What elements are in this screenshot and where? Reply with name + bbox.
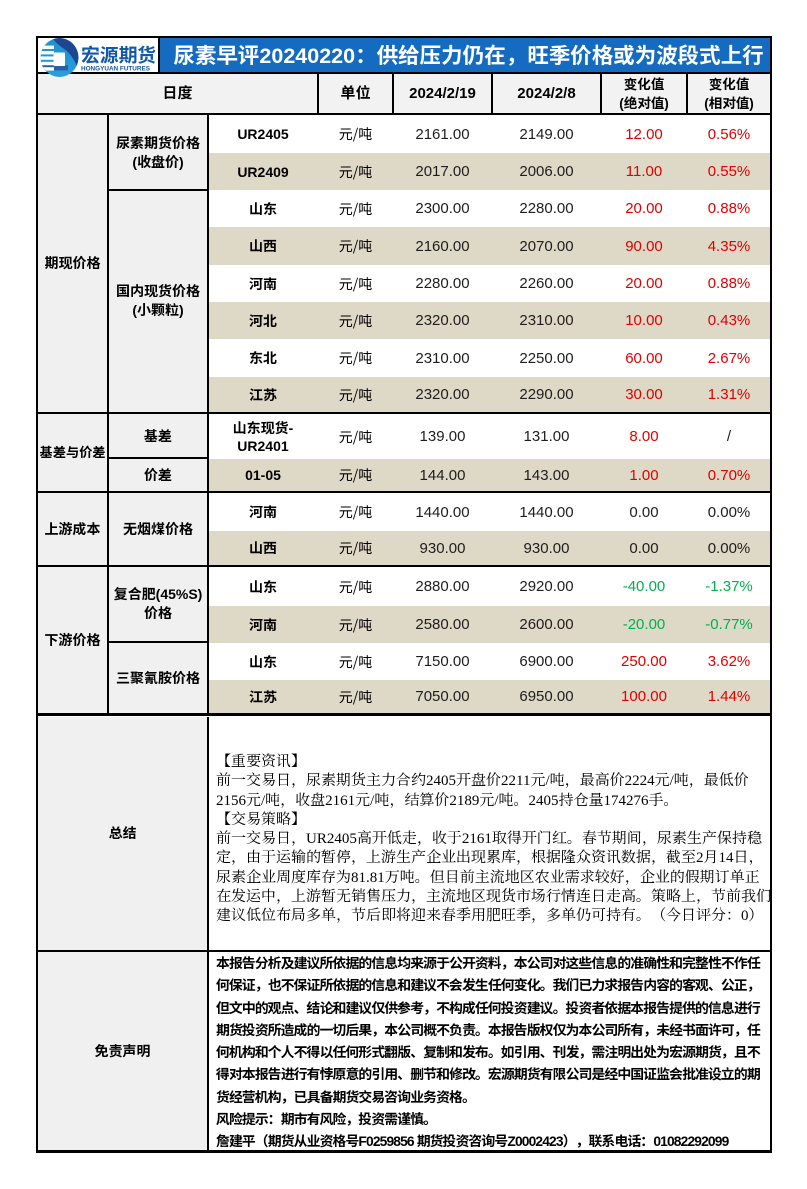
- svg-text:宏源期货: 宏源期货: [81, 41, 156, 68]
- svg-text:HONGYUAN FUTURES: HONGYUAN FUTURES: [81, 65, 151, 72]
